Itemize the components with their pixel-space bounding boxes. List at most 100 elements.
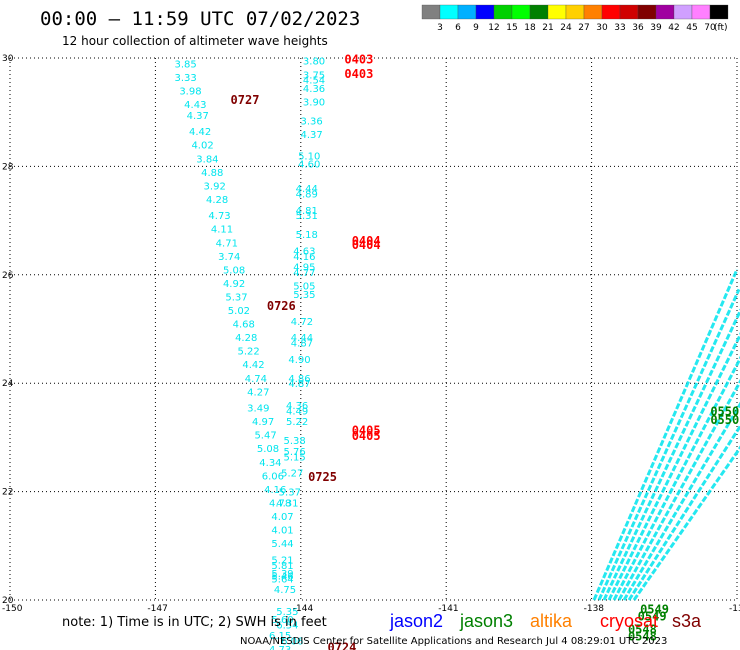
color-scale-legend: 3 6 9 12 15 18 21 24 27 30 33 36 39 42 45 70(ft) [421,4,729,33]
wave-height-value: 4.42 [242,360,264,371]
wave-height-value: 4.81 [296,206,318,217]
wave-height-value: 4.73 [208,211,230,222]
color-scale-label: 12 [488,23,499,33]
diagonal-track-streak [627,423,740,601]
diagonal-track-streak [622,401,740,601]
color-scale-label: 45 [686,23,697,33]
color-swatch [511,4,531,20]
x-tick-label: -141 [438,604,458,614]
wave-height-value: 3.33 [174,73,196,84]
wave-height-value: 4.71 [216,238,238,249]
y-tick-label: 24 [2,379,14,389]
wave-height-value: 4.87 [288,379,310,390]
wave-height-value: 4.97 [252,417,274,428]
satellite-name-jason3: jason3 [459,611,513,631]
color-swatch [475,4,495,20]
satellite-legend: jason2 jason3 altika cryosat s3a [389,611,702,631]
pass-label: 0548 [628,623,657,637]
wave-height-value: 5.38 [284,436,306,447]
wave-height-value: 5.22 [286,417,308,428]
footer-credit: NOAA/NESDIS Center for Satellite Applica… [240,636,667,647]
wave-height-value: 5.64 [271,574,293,585]
wave-height-value: 4.95 [293,263,315,274]
y-tick-label: 30 [2,54,14,64]
wave-height-value: 3.90 [303,97,325,108]
wave-height-value: 6.54 [276,620,298,631]
wave-height-value: 4.36 [286,401,308,412]
x-tick-label: -144 [293,604,314,614]
x-tick-label: -147 [147,604,167,614]
color-swatch [439,4,459,20]
color-scale-label: 33 [614,23,625,33]
wave-height-value: 4.37 [187,111,209,122]
wave-height-value: 5.35 [276,607,298,618]
pass-label: 0549 [638,610,667,624]
wave-height-value: 5.35 [293,290,315,301]
wave-height-value: 5.22 [237,347,259,358]
chart-subtitle: 12 hour collection of altimeter wave hei… [62,34,328,48]
color-scale-unit: (ft) [714,23,728,33]
y-tick-label: 26 [2,271,14,281]
wave-height-value: 4.44 [296,184,318,195]
pass-label: 0724 [327,640,356,650]
diagonal-track-streak [632,445,740,601]
wave-height-value: 3.75 [303,70,325,81]
wave-height-value: 4.31 [276,498,298,509]
pass-label: 0403 [344,67,373,81]
color-swatch [637,4,657,20]
wave-height-value: 4.16 [264,485,286,496]
wave-height-value: 3.92 [204,181,226,192]
wave-height-value: 5.02 [228,306,250,317]
wave-height-value: 4.34 [259,458,281,469]
color-swatch [529,4,549,20]
color-swatch [583,4,603,20]
color-swatch [709,4,729,20]
wave-height-value: 4.78 [269,498,291,509]
wave-height-value: 6.06 [262,471,284,482]
color-swatch [619,4,639,20]
wave-height-value: 5.10 [298,152,320,163]
color-scale-label: 18 [524,23,536,33]
color-swatch [493,4,513,20]
color-scale-label: 36 [632,23,644,33]
wave-height-value: 4.28 [206,195,228,206]
wave-height-value: 4.02 [191,141,213,152]
wave-height-value: 3.36 [300,116,322,127]
color-scale-label: 3 [437,23,443,33]
color-scale-label: 39 [650,23,662,33]
axis-ticks: 20 22 24 26 28 30 -150 -147 -144 -141 -138 -13 [2,54,740,614]
diagonal-track-streak [602,308,740,601]
satellite-name-cryosat: cryosat [600,611,658,631]
wave-height-value: 5.81 [271,561,293,572]
wave-height-value: 4.90 [288,355,310,366]
pass-label: 0726 [267,299,296,313]
wave-height-value: 4.86 [288,374,310,385]
wave-height-value: 5.44 [271,539,293,550]
wave-height-value: 4.88 [201,168,223,179]
color-swatch [547,4,567,20]
wave-height-value: 6.06 [281,637,303,648]
pass-label: 0550 [710,413,739,427]
wave-height-value: 5.60 [271,615,293,626]
wave-height-value: 3.98 [179,87,201,98]
color-swatch [691,4,711,20]
wave-height-value: 4.73 [269,645,291,650]
color-scale-label: 21 [542,23,553,33]
wave-height-value: 5.37 [279,488,301,499]
color-scale-label: 6 [455,23,461,33]
wave-height-value: 5.21 [271,555,293,566]
wave-height-value: 5.08 [223,265,245,276]
wave-height-value: 4.07 [271,512,293,523]
wave-height-value: 4.89 [296,190,318,201]
wave-height-value: 4.74 [245,374,267,385]
wave-height-value: 3.80 [303,57,325,68]
wave-height-value: 5.05 [293,282,315,293]
pass-label: 0727 [231,93,260,107]
wave-height-value: 4.92 [223,279,245,290]
wave-height-value: 4.27 [247,387,269,398]
wave-height-value: 4.11 [211,225,233,236]
color-swatch [565,4,585,20]
wave-height-value: 4.42 [189,127,211,138]
color-swatch [655,4,675,20]
